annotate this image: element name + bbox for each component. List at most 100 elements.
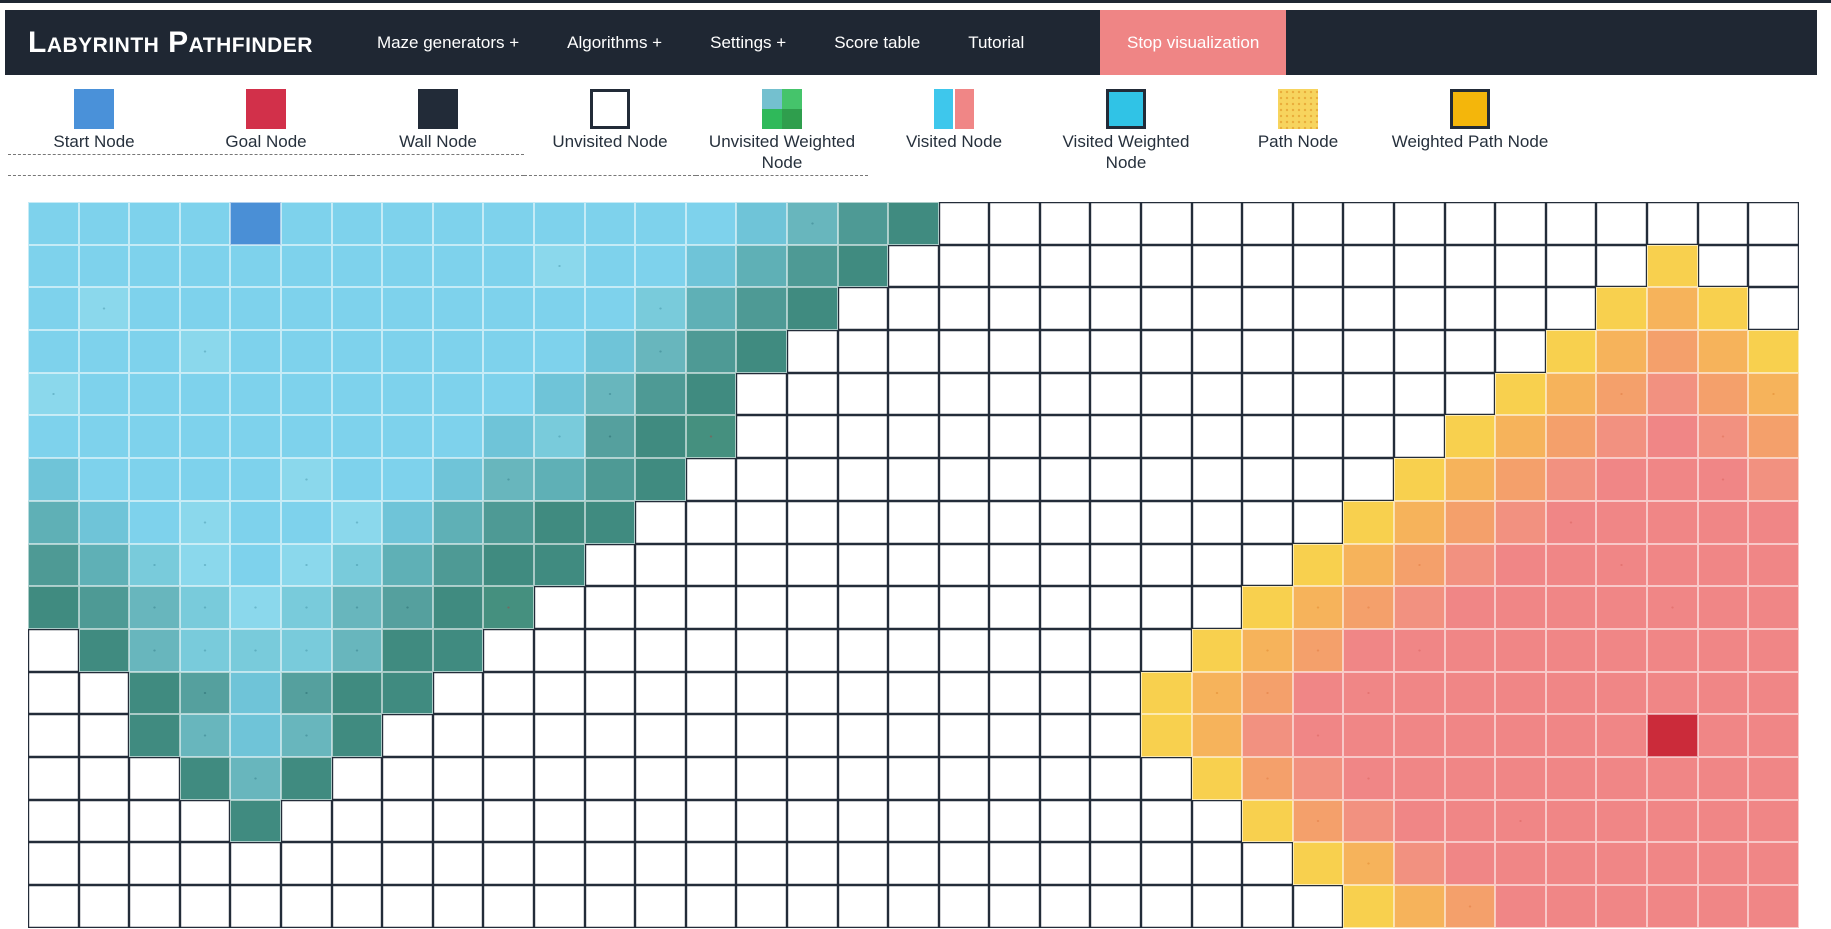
grid-cell-unvisited[interactable]: [736, 415, 787, 459]
grid-cell-frontier-1[interactable]: [1596, 287, 1647, 331]
grid-cell-visited-1[interactable]: [432, 372, 484, 416]
grid-cell-visited-1[interactable]: [483, 244, 534, 288]
grid-cell-visited-goal[interactable]: [1748, 714, 1799, 757]
grid-cell-visited-weighted-4[interactable]: [382, 586, 433, 629]
grid-cell-unvisited[interactable]: [736, 671, 787, 715]
grid-cell-unvisited[interactable]: [1242, 500, 1293, 544]
grid-cell-unvisited[interactable]: [1090, 714, 1142, 757]
nav-algorithms[interactable]: Algorithms +: [567, 32, 663, 52]
grid-cell-unvisited[interactable]: [635, 714, 686, 757]
grid-cell-visited-5[interactable]: [230, 799, 281, 843]
grid-cell-unvisited[interactable]: [1596, 202, 1647, 245]
grid-cell-visited-2[interactable]: [78, 500, 130, 544]
grid-cell-visited-1[interactable]: [230, 330, 281, 373]
grid-cell-unvisited[interactable]: [938, 671, 990, 715]
grid-cell-unvisited[interactable]: [685, 628, 737, 672]
grid-cell-unvisited[interactable]: [1242, 543, 1293, 587]
grid-cell-visited-goal[interactable]: [1495, 842, 1546, 885]
grid-cell-frontier-4[interactable]: [1343, 799, 1395, 843]
grid-cell-visited-1[interactable]: [432, 287, 484, 331]
grid-cell-visited-1[interactable]: [483, 372, 534, 416]
grid-cell-unvisited[interactable]: [1697, 244, 1749, 288]
grid-cell-unvisited[interactable]: [1141, 586, 1192, 629]
grid-cell-frontier-4[interactable]: [1242, 714, 1293, 757]
grid-cell-visited-1[interactable]: [331, 244, 383, 288]
grid-cell-visited-3[interactable]: [28, 500, 79, 544]
grid-cell-unvisited[interactable]: [78, 756, 130, 800]
grid-cell-visited-goal[interactable]: [1495, 628, 1546, 672]
grid-cell-unvisited[interactable]: [1242, 885, 1293, 928]
grid-cell-visited-1[interactable]: [280, 287, 332, 331]
grid-cell-visited-weighted-1[interactable]: [230, 586, 281, 629]
grid-cell-visited-goal-weighted[interactable]: [1647, 586, 1698, 629]
grid-cell-unvisited[interactable]: [382, 756, 433, 800]
grid-cell-visited-goal[interactable]: [1697, 500, 1749, 544]
grid-cell-visited-weighted-3[interactable]: [635, 330, 686, 373]
grid-cell-visited-goal[interactable]: [1596, 586, 1647, 629]
grid-cell-unvisited[interactable]: [28, 671, 79, 715]
grid-cell-unvisited[interactable]: [938, 244, 990, 288]
grid-cell-unvisited[interactable]: [685, 799, 737, 843]
grid-cell-visited-1[interactable]: [432, 330, 484, 373]
grid-cell-unvisited[interactable]: [989, 500, 1040, 544]
grid-cell-visited-goal[interactable]: [1647, 628, 1698, 672]
grid-cell-unvisited[interactable]: [888, 756, 939, 800]
grid-cell-unvisited[interactable]: [1444, 244, 1496, 288]
grid-cell-frontier-1[interactable]: [1647, 244, 1698, 288]
grid-cell-visited-goal-weighted[interactable]: [1545, 500, 1597, 544]
grid-cell-visited-goal[interactable]: [1394, 714, 1445, 757]
grid-cell-visited-1[interactable]: [129, 202, 180, 245]
grid-cell-unvisited[interactable]: [1039, 244, 1091, 288]
grid-cell-unvisited[interactable]: [1292, 330, 1344, 373]
grid-cell-visited-1[interactable]: [230, 458, 281, 501]
grid-cell-visited-1[interactable]: [280, 244, 332, 288]
grid-cell-visited-goal[interactable]: [1444, 842, 1496, 885]
grid-cell-visited-1[interactable]: [331, 415, 383, 459]
grid-cell-visited-goal[interactable]: [1647, 543, 1698, 587]
grid-cell-visited-goal-weighted[interactable]: [1394, 628, 1445, 672]
grid-cell-unvisited[interactable]: [635, 628, 686, 672]
grid-cell-visited-1[interactable]: [584, 287, 636, 331]
grid-cell-unvisited[interactable]: [382, 799, 433, 843]
grid-cell-frontier-1[interactable]: [1292, 842, 1344, 885]
grid-cell-unvisited[interactable]: [1039, 500, 1091, 544]
grid-cell-visited-5[interactable]: [179, 756, 231, 800]
grid-cell-unvisited[interactable]: [837, 372, 889, 416]
grid-cell-visited-goal[interactable]: [1545, 756, 1597, 800]
grid-cell-unvisited[interactable]: [1292, 287, 1344, 331]
grid-cell-unvisited[interactable]: [1039, 842, 1091, 885]
grid-cell-unvisited[interactable]: [179, 885, 231, 928]
grid-cell-frontier-2[interactable]: [1495, 415, 1546, 459]
grid-cell-unvisited[interactable]: [483, 671, 534, 715]
grid-cell-unvisited[interactable]: [1191, 244, 1243, 288]
grid-cell-unvisited[interactable]: [483, 714, 534, 757]
grid-cell-frontier-1[interactable]: [1141, 671, 1192, 715]
grid-cell-visited-5[interactable]: [483, 543, 534, 587]
grid-cell-unvisited[interactable]: [888, 671, 939, 715]
grid-cell-visited-goal[interactable]: [1596, 885, 1647, 928]
grid-cell-visited-1[interactable]: [129, 500, 180, 544]
grid-cell-visited-5[interactable]: [129, 671, 180, 715]
grid-cell-visited-1[interactable]: [179, 244, 231, 288]
grid-cell-unvisited[interactable]: [1394, 244, 1445, 288]
grid-cell-unvisited[interactable]: [888, 287, 939, 331]
grid-cell-unvisited[interactable]: [685, 458, 737, 501]
grid-cell-unvisited[interactable]: [989, 671, 1040, 715]
grid-cell-visited-3[interactable]: [736, 244, 787, 288]
grid-cell-unvisited[interactable]: [837, 458, 889, 501]
pathfinding-grid[interactable]: [28, 202, 1799, 928]
grid-cell-visited-goal[interactable]: [1545, 799, 1597, 843]
grid-cell-visited-weighted-2[interactable]: [331, 543, 383, 587]
grid-cell-unvisited[interactable]: [78, 671, 130, 715]
grid-cell-unvisited[interactable]: [786, 586, 838, 629]
grid-cell-visited-3[interactable]: [432, 500, 484, 544]
grid-cell-unvisited[interactable]: [584, 714, 636, 757]
grid-cell-unvisited[interactable]: [78, 885, 130, 928]
grid-cell-unvisited[interactable]: [938, 756, 990, 800]
grid-cell-visited-1[interactable]: [382, 330, 433, 373]
grid-cell-unvisited[interactable]: [78, 714, 130, 757]
grid-cell-unvisited[interactable]: [1748, 244, 1799, 288]
grid-cell-unvisited[interactable]: [129, 885, 180, 928]
grid-cell-visited-5[interactable]: [28, 586, 79, 629]
grid-cell-visited-goal[interactable]: [1545, 628, 1597, 672]
